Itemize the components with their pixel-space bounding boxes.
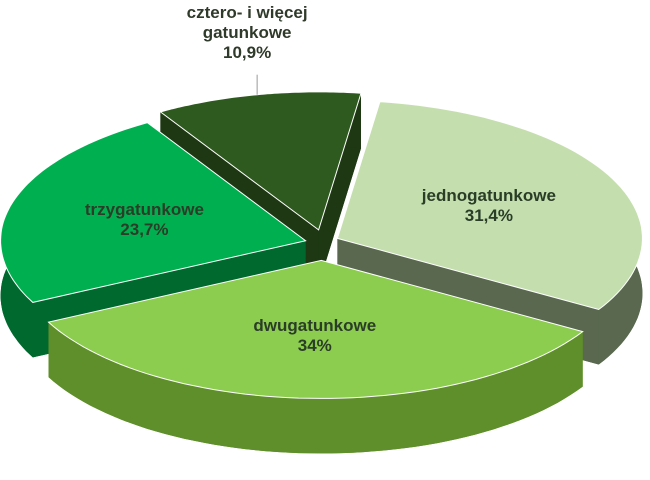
category-label: cztero- i więcej gatunkowe — [186, 2, 308, 42]
value-label: 10,9% — [223, 42, 272, 62]
value-label: 34% — [297, 336, 332, 356]
slice-wall — [48, 322, 583, 454]
slice-top — [0, 122, 307, 303]
category-label: dwugatunkowe — [253, 316, 377, 336]
slice-top — [47, 259, 584, 399]
category-label: trzygatunkowe — [84, 199, 204, 219]
slice-top — [159, 91, 362, 231]
data-label: dwugatunkowe 34% — [225, 316, 405, 356]
category-label: jednogatunkowe — [421, 185, 556, 205]
slice-top — [336, 101, 643, 311]
data-label: jednogatunkowe 31,4% — [399, 186, 579, 226]
data-label: cztero- i więcej gatunkowe 10,9% — [172, 3, 322, 63]
value-label: 23,7% — [120, 219, 169, 239]
value-label: 31,4% — [464, 205, 513, 225]
data-label: trzygatunkowe 23,7% — [54, 200, 234, 240]
